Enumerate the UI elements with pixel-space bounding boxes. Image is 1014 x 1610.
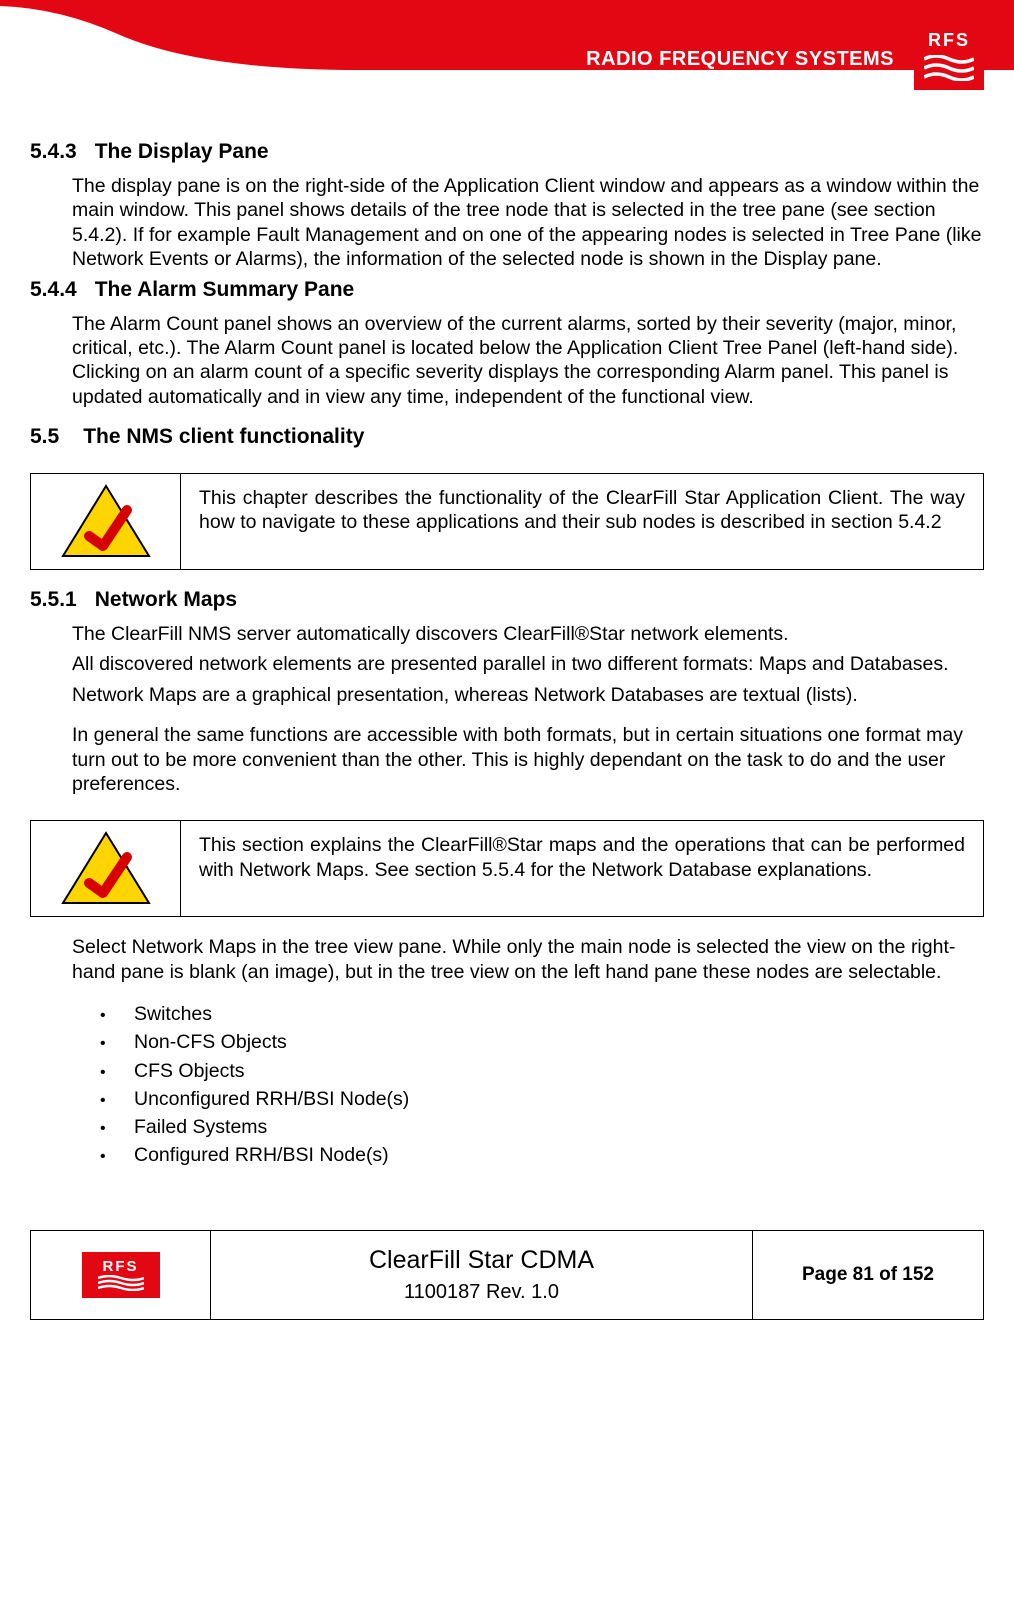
body-551-p4: In general the same functions are access… bbox=[72, 723, 984, 796]
list-item: •Non-CFS Objects bbox=[100, 1028, 984, 1056]
footer-revision: 1100187 Rev. 1.0 bbox=[404, 1281, 559, 1304]
header-logo-waves-icon bbox=[924, 55, 974, 81]
heading-number: 5.4.4 bbox=[30, 278, 77, 302]
footer-logo-text: RFS bbox=[103, 1258, 139, 1275]
bullet-text: Unconfigured RRH/BSI Node(s) bbox=[134, 1085, 409, 1113]
list-item: •Unconfigured RRH/BSI Node(s) bbox=[100, 1085, 984, 1113]
body-551-p3: Network Maps are a graphical presentatio… bbox=[72, 683, 984, 707]
bullet-text: Failed Systems bbox=[134, 1113, 267, 1141]
heading-number: 5.5 bbox=[30, 425, 59, 449]
bullet-text: Configured RRH/BSI Node(s) bbox=[134, 1141, 389, 1169]
header-brand-text: RADIO FREQUENCY SYSTEMS bbox=[586, 48, 894, 71]
footer-logo-waves-icon bbox=[98, 1275, 144, 1291]
footer-page: Page 81 of 152 bbox=[753, 1231, 983, 1319]
heading-number: 5.4.3 bbox=[30, 140, 77, 164]
bullet-icon: • bbox=[100, 1089, 134, 1112]
note-box-55: This chapter describes the functionality… bbox=[30, 473, 984, 570]
heading-title: The Alarm Summary Pane bbox=[95, 278, 355, 302]
footer-logo: RFS bbox=[82, 1252, 160, 1298]
heading-number: 5.5.1 bbox=[30, 588, 77, 612]
note-text-55: This chapter describes the functionality… bbox=[181, 474, 983, 569]
header-logo-text: RFS bbox=[928, 30, 970, 51]
bullet-text: Non-CFS Objects bbox=[134, 1028, 287, 1056]
bullet-text: Switches bbox=[134, 1000, 212, 1028]
page-header: RADIO FREQUENCY SYSTEMS RFS bbox=[0, 0, 1014, 110]
page-content: 5.4.3 The Display Pane The display pane … bbox=[0, 110, 1014, 1190]
bullet-list-551: •Switches •Non-CFS Objects •CFS Objects … bbox=[100, 1000, 984, 1170]
warning-icon bbox=[61, 831, 151, 906]
note-icon-cell bbox=[31, 821, 181, 916]
bullet-icon: • bbox=[100, 1145, 134, 1168]
note-icon-cell bbox=[31, 474, 181, 569]
heading-title: The Display Pane bbox=[95, 140, 269, 164]
heading-544: 5.4.4 The Alarm Summary Pane bbox=[30, 278, 984, 302]
footer-title: ClearFill Star CDMA bbox=[369, 1246, 594, 1275]
heading-551: 5.5.1 Network Maps bbox=[30, 588, 984, 612]
list-item: •Failed Systems bbox=[100, 1113, 984, 1141]
bullet-icon: • bbox=[100, 1061, 134, 1084]
heading-title: The NMS client functionality bbox=[83, 425, 364, 449]
footer-logo-cell: RFS bbox=[31, 1231, 211, 1319]
body-544: The Alarm Count panel shows an overview … bbox=[72, 312, 984, 410]
body-551-p1: The ClearFill NMS server automatically d… bbox=[72, 622, 984, 646]
page-footer: RFS ClearFill Star CDMA 1100187 Rev. 1.0… bbox=[30, 1230, 984, 1320]
bullet-icon: • bbox=[100, 1117, 134, 1140]
heading-title: Network Maps bbox=[95, 588, 237, 612]
note-box-551: This section explains the ClearFill®Star… bbox=[30, 820, 984, 917]
bullet-icon: • bbox=[100, 1032, 134, 1055]
body-551-p2: All discovered network elements are pres… bbox=[72, 652, 984, 676]
heading-543: 5.4.3 The Display Pane bbox=[30, 140, 984, 164]
footer-center-cell: ClearFill Star CDMA 1100187 Rev. 1.0 bbox=[211, 1231, 753, 1319]
body-551-p5: Select Network Maps in the tree view pan… bbox=[72, 935, 984, 984]
list-item: •CFS Objects bbox=[100, 1057, 984, 1085]
warning-icon bbox=[61, 484, 151, 559]
heading-55: 5.5 The NMS client functionality bbox=[30, 425, 984, 449]
bullet-icon: • bbox=[100, 1004, 134, 1027]
note-text-551: This section explains the ClearFill®Star… bbox=[181, 821, 983, 916]
list-item: •Switches bbox=[100, 1000, 984, 1028]
body-543: The display pane is on the right-side of… bbox=[72, 174, 984, 272]
header-logo: RFS bbox=[914, 20, 984, 90]
bullet-text: CFS Objects bbox=[134, 1057, 245, 1085]
list-item: •Configured RRH/BSI Node(s) bbox=[100, 1141, 984, 1169]
